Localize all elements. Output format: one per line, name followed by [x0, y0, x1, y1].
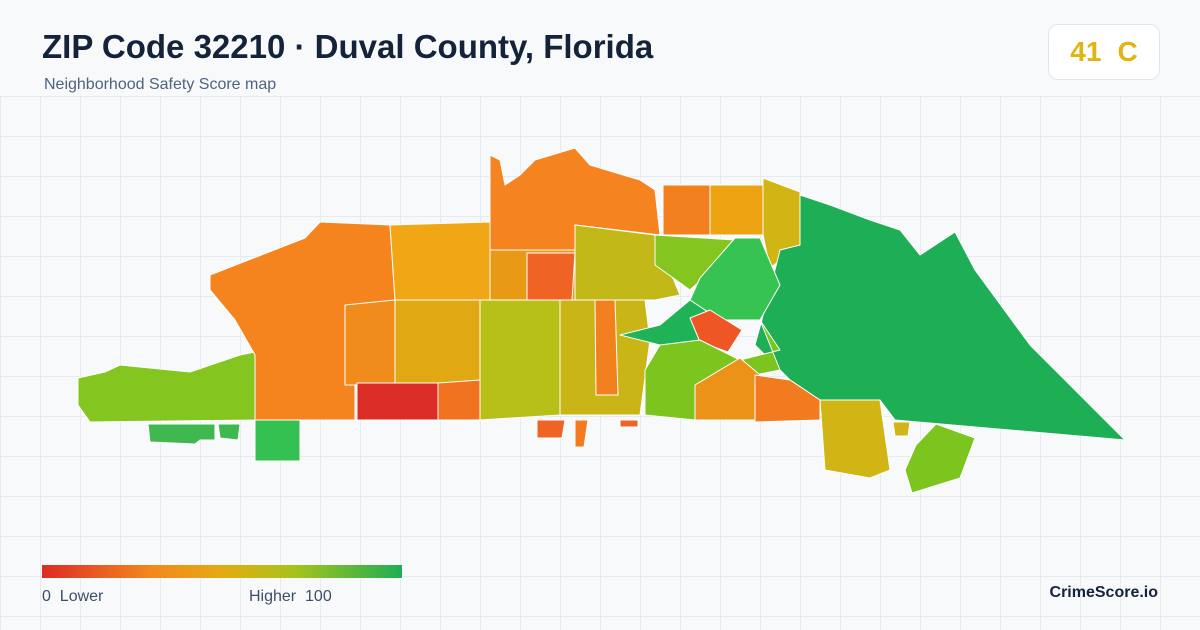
legend-max-label: Higher — [249, 588, 297, 605]
region — [892, 421, 911, 437]
region — [437, 379, 481, 421]
region — [479, 299, 561, 421]
legend-max-value: 100 — [305, 588, 332, 605]
region — [574, 224, 681, 301]
region — [754, 374, 821, 423]
region — [389, 221, 501, 306]
region — [147, 423, 216, 445]
region — [904, 423, 976, 494]
region — [709, 184, 764, 236]
region — [619, 419, 639, 428]
score-badge: 41 C — [1048, 24, 1160, 80]
region — [254, 419, 301, 462]
score-grade: C — [1117, 36, 1138, 67]
region — [536, 419, 566, 439]
region — [689, 237, 781, 321]
region — [574, 419, 589, 448]
region — [526, 252, 576, 301]
score-value: 41 — [1070, 36, 1102, 67]
region — [819, 399, 891, 479]
region — [356, 382, 439, 421]
legend-gradient — [42, 565, 402, 578]
region — [344, 299, 396, 386]
region — [662, 184, 711, 236]
subtitle: Neighborhood Safety Score map — [44, 76, 277, 93]
brand: CrimeScore.io — [1049, 584, 1158, 601]
legend-min-label: Lower — [59, 588, 104, 605]
region — [594, 299, 619, 396]
legend-min: 0 Lower — [42, 588, 103, 606]
region — [394, 299, 481, 386]
region — [77, 351, 256, 423]
title: ZIP Code 32210 · Duval County, Florida — [42, 28, 654, 65]
region — [644, 319, 781, 421]
legend-min-value: 0 — [42, 588, 51, 605]
region — [217, 423, 241, 441]
legend-max: Higher 100 — [249, 588, 332, 606]
